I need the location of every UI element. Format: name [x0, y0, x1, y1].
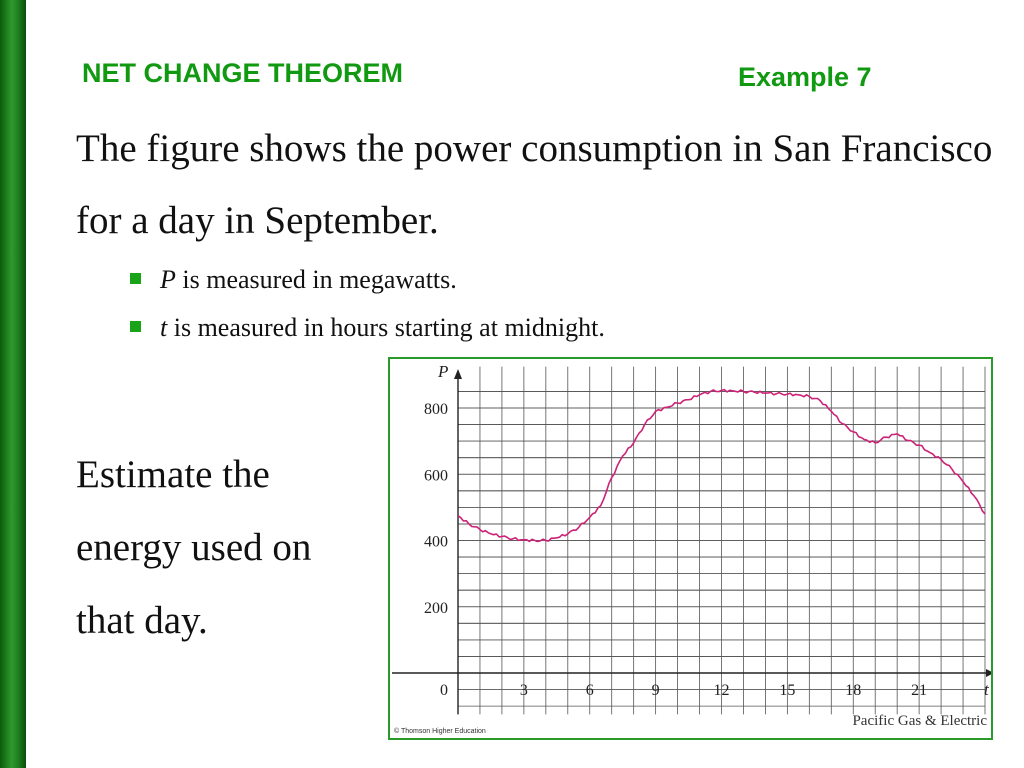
bullet-text: is measured in megawatts.: [175, 265, 457, 294]
y-axis-label: P: [437, 362, 448, 381]
slide-heading: NET CHANGE THEOREM: [82, 58, 404, 88]
bullet-list: P is measured in megawatts. t is measure…: [130, 256, 605, 352]
variable-t: t: [160, 313, 168, 342]
y-tick-label: 800: [424, 401, 448, 418]
x-tick-label: 9: [652, 682, 660, 699]
x-tick-label: 21: [911, 682, 927, 699]
y-tick-label: 400: [424, 534, 448, 551]
x-tick-label: 18: [845, 682, 861, 699]
y-axis-arrow-icon: [454, 369, 462, 379]
sidebar-stripe: [0, 0, 26, 768]
question-text: Estimate the energy used on that day.: [76, 453, 312, 642]
variable-p: P: [160, 265, 176, 294]
x-tick-label: 12: [714, 682, 730, 699]
bullet-item-time-unit: t is measured in hours starting at midni…: [130, 304, 605, 352]
bullet-text: is measured in hours starting at midnigh…: [167, 313, 605, 342]
y-tick-label: 200: [424, 600, 448, 617]
bullet-item-power-unit: P is measured in megawatts.: [130, 256, 605, 304]
bullet-square-icon: [130, 273, 141, 284]
lead-paragraph: The figure shows the power consumption i…: [76, 127, 993, 242]
power-consumption-chart: Pt 200 400 600 800 0 3 6 9 12 15 18 21: [392, 362, 991, 715]
x-tick-label: 3: [520, 682, 528, 699]
x-axis-label: t: [984, 680, 990, 699]
y-tick-label: 600: [424, 467, 448, 484]
data-source-credit: Pacific Gas & Electric: [852, 713, 987, 729]
bullet-square-icon: [130, 321, 141, 332]
x-tick-label: 15: [779, 682, 795, 699]
publisher-credit: © Thomson Higher Education: [394, 728, 486, 735]
example-label: Example 7: [738, 62, 872, 92]
power-curve-line: [457, 388, 986, 543]
x-tick-label: 0: [440, 682, 448, 699]
x-axis-arrow-icon: [986, 669, 991, 677]
x-tick-label: 6: [586, 682, 594, 699]
